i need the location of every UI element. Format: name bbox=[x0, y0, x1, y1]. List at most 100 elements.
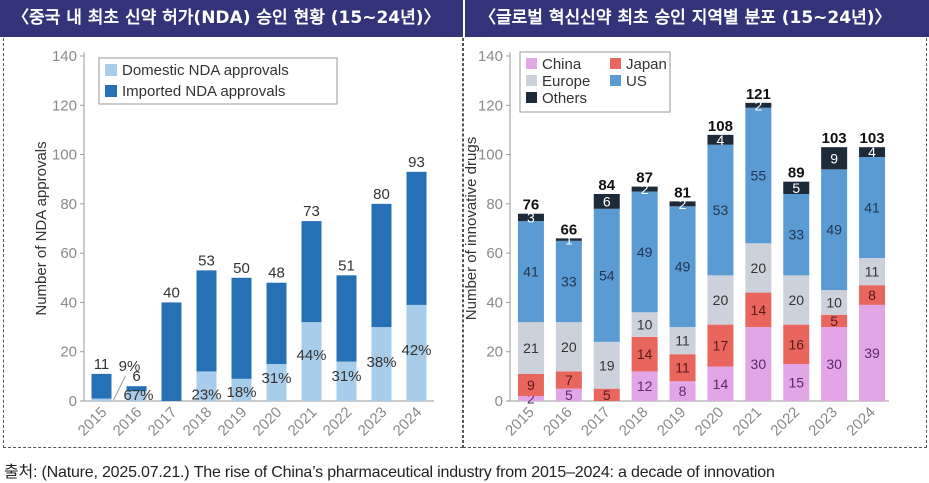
nda-approvals-chart: 0 20 40 60 80 100 120 140 Number of NDA approval… bbox=[33, 48, 434, 440]
bar-total-label: 40 bbox=[163, 284, 180, 301]
bar-segment-imported-nda-approvals bbox=[126, 386, 147, 392]
y-tick-label: 60 bbox=[60, 245, 77, 262]
segment-value-label: 6 bbox=[603, 193, 611, 209]
bar-total-label: 93 bbox=[408, 154, 425, 171]
x-tick-label: 2021 bbox=[730, 404, 766, 440]
legend-box bbox=[519, 51, 671, 113]
domestic-share-label: 31% bbox=[331, 368, 361, 385]
bar-total-label: 81 bbox=[674, 184, 691, 201]
x-tick-label: 2021 bbox=[285, 404, 321, 440]
y-tick-label: 40 bbox=[486, 294, 503, 311]
bar-segment-japan bbox=[821, 314, 848, 328]
bar-total-label: 80 bbox=[373, 186, 390, 203]
segment-value-label: 14 bbox=[713, 376, 729, 392]
bar-segment-us bbox=[745, 107, 772, 244]
bar-total-label: 6 bbox=[132, 368, 140, 385]
bar-segment-imported-nda-approvals bbox=[231, 277, 252, 379]
bar-segment-others bbox=[859, 147, 886, 158]
bar-segment-imported-nda-approvals bbox=[301, 221, 322, 323]
y-axis-title: Number of innovative drugs bbox=[464, 137, 480, 320]
bar-total-label: 51 bbox=[338, 257, 355, 274]
bar-segment-japan bbox=[517, 373, 544, 397]
bar-total-label: 89 bbox=[788, 165, 805, 182]
bar-segment-china bbox=[821, 327, 848, 401]
x-tick-label: 2023 bbox=[355, 404, 391, 440]
bar-segment-domestic-nda-approvals bbox=[266, 364, 287, 401]
bar-segment-imported-nda-approvals bbox=[196, 270, 217, 372]
segment-value-label: 10 bbox=[826, 294, 842, 310]
x-tick-label: 2022 bbox=[320, 404, 356, 440]
legend-label: US bbox=[626, 73, 647, 90]
bar-segment-imported-nda-approvals bbox=[406, 171, 427, 305]
bar-segment-others bbox=[631, 186, 658, 192]
segment-value-label: 15 bbox=[788, 375, 804, 391]
legend-label: Europe bbox=[542, 73, 590, 90]
legend-swatch-others bbox=[526, 92, 537, 103]
bar-segment-us bbox=[555, 240, 582, 323]
bar-segment-domestic-nda-approvals bbox=[301, 322, 322, 401]
segment-value-label: 2 bbox=[754, 97, 762, 113]
segment-value-label: 2 bbox=[679, 196, 687, 212]
bar-segment-china bbox=[745, 327, 772, 401]
bar-total-label: 53 bbox=[198, 252, 215, 269]
share-leader-line bbox=[113, 375, 126, 401]
bar-segment-europe bbox=[517, 322, 544, 374]
x-tick-label: 2024 bbox=[390, 404, 426, 440]
segment-value-label: 10 bbox=[637, 317, 653, 333]
y-tick-label: 20 bbox=[60, 344, 77, 361]
segment-value-label: 9 bbox=[830, 150, 838, 166]
segment-value-label: 17 bbox=[713, 338, 729, 354]
bar-total-label: 103 bbox=[822, 130, 847, 147]
y-tick-label: 80 bbox=[60, 196, 77, 213]
bar-segment-japan bbox=[859, 285, 886, 305]
bar-segment-japan bbox=[555, 371, 582, 389]
bar-segment-europe bbox=[669, 327, 696, 355]
segment-value-label: 5 bbox=[603, 387, 611, 403]
bar-segment-imported-nda-approvals bbox=[371, 203, 392, 328]
bar-segment-imported-nda-approvals bbox=[91, 373, 112, 399]
legend-label: Others bbox=[542, 90, 587, 107]
segment-value-label: 8 bbox=[868, 287, 876, 303]
legend-swatch-us bbox=[610, 75, 621, 86]
bar-segment-europe bbox=[555, 322, 582, 372]
bar-segment-china bbox=[669, 381, 696, 401]
legend-box bbox=[98, 57, 338, 105]
segment-value-label: 33 bbox=[788, 227, 804, 243]
segment-value-label: 49 bbox=[675, 259, 691, 275]
domestic-share-label: 42% bbox=[401, 342, 431, 359]
x-tick-label: 2015 bbox=[75, 404, 111, 440]
bar-segment-japan bbox=[783, 324, 810, 365]
y-tick-label: 0 bbox=[495, 393, 503, 410]
y-tick-label: 100 bbox=[478, 147, 503, 164]
bar-segment-imported-nda-approvals bbox=[336, 275, 357, 362]
segment-value-label: 4 bbox=[717, 132, 725, 148]
segment-value-label: 33 bbox=[561, 273, 577, 289]
bar-segment-domestic-nda-approvals bbox=[371, 327, 392, 401]
bar-segment-others bbox=[783, 181, 810, 194]
bar-segment-others bbox=[707, 134, 734, 145]
bar-segment-europe bbox=[707, 275, 734, 325]
bar-segment-china bbox=[707, 366, 734, 401]
y-tick-label: 100 bbox=[52, 147, 77, 164]
y-tick-label: 20 bbox=[486, 344, 503, 361]
innovative-drugs-chart-panel: 0 20 40 60 80 100 120 140 Number of innovative d… bbox=[463, 38, 927, 448]
domestic-share-label: 18% bbox=[226, 384, 256, 401]
bar-segment-japan bbox=[631, 336, 658, 372]
bar-total-label: 73 bbox=[303, 203, 320, 220]
bar-segment-us bbox=[859, 157, 886, 259]
segment-value-label: 41 bbox=[523, 264, 539, 280]
legend-swatch-domestic bbox=[105, 64, 117, 76]
bar-segment-us bbox=[631, 191, 658, 313]
bar-segment-us bbox=[593, 208, 620, 342]
segment-value-label: 41 bbox=[864, 200, 880, 216]
segment-value-label: 30 bbox=[751, 356, 767, 372]
bar-segment-japan bbox=[669, 354, 696, 382]
bar-total-label: 84 bbox=[598, 177, 615, 194]
bar-segment-europe bbox=[631, 312, 658, 337]
bar-segment-others bbox=[745, 102, 772, 108]
bar-segment-domestic-nda-approvals bbox=[406, 304, 427, 401]
y-tick-label: 40 bbox=[60, 294, 77, 311]
segment-value-label: 4 bbox=[868, 144, 876, 160]
bar-segment-china bbox=[783, 364, 810, 401]
